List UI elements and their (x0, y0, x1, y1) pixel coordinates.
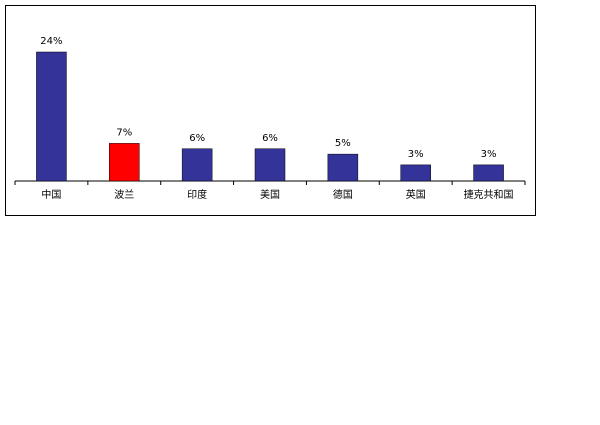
value-label: 6% (262, 133, 278, 144)
x-tick-label: 中国 (41, 188, 61, 201)
x-tick-label: 美国 (260, 188, 280, 201)
x-tick-label: 捷克共和国 (464, 188, 514, 201)
bar (473, 164, 504, 182)
bar (109, 143, 140, 182)
value-label: 7% (116, 127, 132, 138)
bar (181, 148, 213, 182)
value-label: 5% (335, 138, 351, 149)
x-tick-label: 德国 (333, 188, 353, 201)
bar (400, 164, 431, 182)
x-tick-label: 印度 (187, 188, 207, 201)
bar (36, 51, 67, 182)
value-label: 3% (481, 149, 497, 160)
value-label: 24% (40, 36, 62, 47)
bar (254, 148, 286, 182)
value-label: 3% (408, 149, 424, 160)
x-tick-label: 波兰 (114, 188, 134, 201)
x-tick-label: 英国 (406, 188, 426, 201)
value-label: 6% (189, 133, 205, 144)
bar (327, 153, 359, 182)
chart-frame (5, 5, 536, 216)
